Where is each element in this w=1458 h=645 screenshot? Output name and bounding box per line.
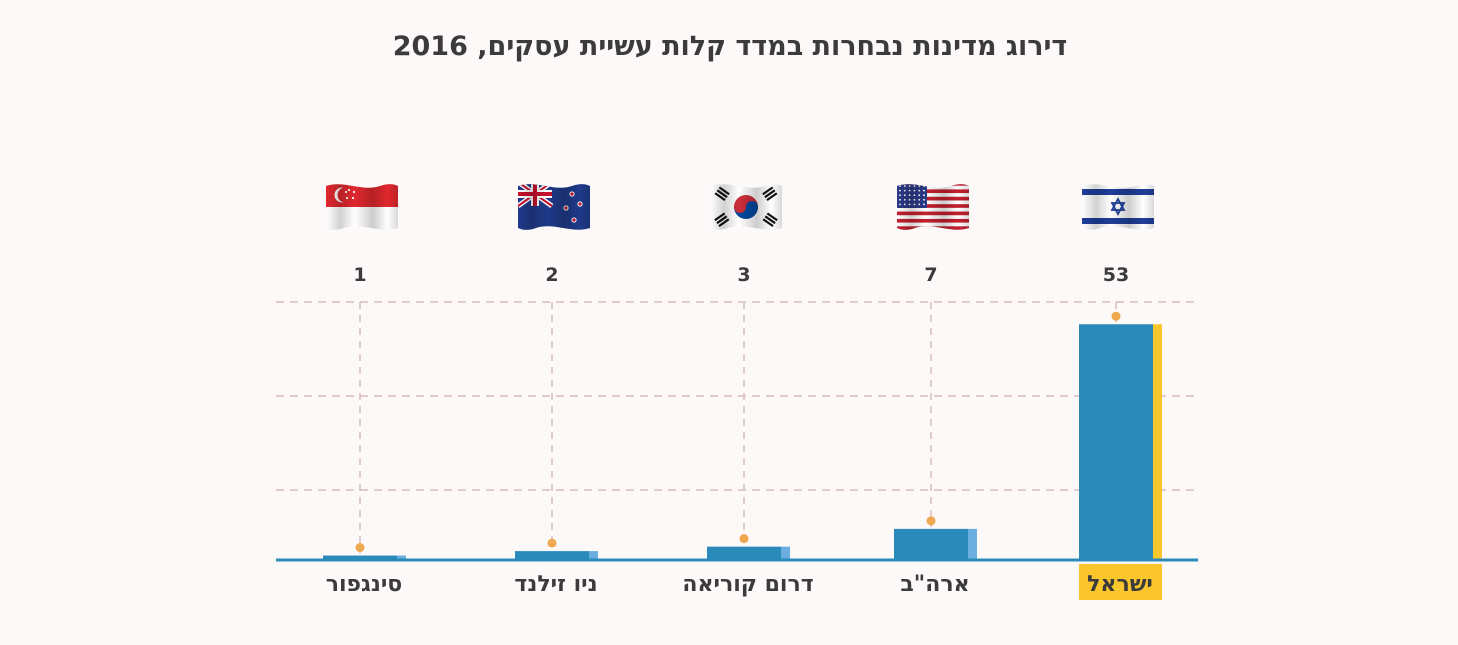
flags-layer — [326, 184, 1154, 230]
data-marker — [926, 516, 936, 526]
bar-side — [1153, 324, 1162, 560]
category-label: סינגפור — [326, 572, 403, 597]
south-korea-flag-icon — [710, 184, 782, 230]
bars-layer — [276, 311, 1198, 562]
bar-side — [397, 555, 406, 560]
usa-flag-icon — [897, 184, 969, 230]
bar — [894, 528, 968, 560]
category-label: דרום קוריאה — [682, 572, 813, 597]
grid-layer — [276, 301, 1198, 554]
israel-flag-icon — [1082, 184, 1154, 230]
value-label: 3 — [737, 264, 750, 286]
bar — [1079, 324, 1153, 560]
new-zealand-flag-icon — [518, 184, 590, 230]
singapore-flag-icon — [326, 184, 398, 230]
chart-title: דירוג מדינות נבחרות במדד קלות עשיית עסקי… — [393, 31, 1068, 62]
data-marker — [355, 543, 365, 553]
value-label: 7 — [924, 264, 937, 286]
value-label: 53 — [1103, 264, 1129, 286]
labels-layer: 53 ישראל 7 ארה"ב 3 דרום קוריאה 2 ניו זילנד 1 סינג… — [326, 264, 1162, 600]
bar-side — [968, 528, 977, 560]
bar — [323, 555, 397, 560]
value-label: 1 — [353, 264, 366, 286]
category-highlight — [1079, 564, 1162, 600]
data-marker — [547, 538, 557, 548]
bar — [515, 551, 589, 560]
category-label: ניו זילנד — [514, 572, 597, 597]
bar — [707, 546, 781, 560]
data-marker — [1111, 311, 1121, 321]
category-label: ישראל — [1087, 572, 1153, 597]
bar-side — [781, 546, 790, 560]
category-label: ארה"ב — [900, 572, 969, 597]
data-marker — [739, 534, 749, 544]
value-label: 2 — [545, 264, 558, 286]
bar-side — [589, 551, 598, 560]
